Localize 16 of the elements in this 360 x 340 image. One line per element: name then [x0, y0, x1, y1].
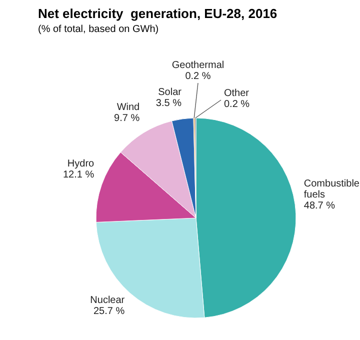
data-label: 9.7 % — [114, 112, 140, 124]
chart-subtitle: (% of total, based on GWh) — [38, 24, 159, 35]
slice-label: Nuclear — [90, 295, 126, 306]
slice-label: Solar — [158, 86, 182, 98]
data-label: 0.2 % — [185, 71, 211, 82]
slice-label: Hydro — [67, 158, 95, 170]
chart-title: Net electricity generation, EU-28, 2016 — [38, 6, 278, 21]
data-label: 25.7 % — [93, 306, 125, 318]
data-label: 3.5 % — [156, 98, 182, 109]
slice-label: Other — [224, 88, 250, 99]
slice-label: Combustible fuels — [304, 178, 360, 200]
slice-label: Geothermal — [172, 60, 224, 71]
data-label: 48.7 % — [304, 200, 336, 212]
data-label: 0.2 % — [224, 99, 250, 110]
data-label: 12.1 % — [62, 169, 94, 180]
slice-label: Wind — [116, 102, 140, 113]
